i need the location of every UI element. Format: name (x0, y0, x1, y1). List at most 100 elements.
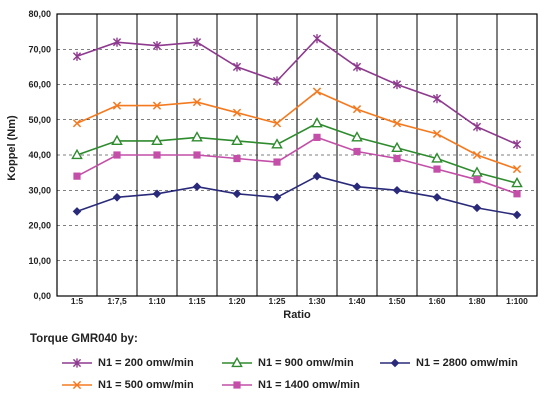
legend-marker (390, 358, 400, 368)
data-point (233, 154, 241, 163)
data-point (392, 185, 402, 195)
data-point (432, 94, 442, 104)
data-point (73, 172, 81, 180)
x-tick-label: 1:10 (148, 296, 165, 306)
series-line (76, 37, 518, 146)
series-5 (72, 171, 522, 220)
x-tick-label: 1:100 (506, 296, 528, 306)
data-point (192, 37, 202, 47)
data-point (311, 117, 323, 128)
data-point (152, 41, 162, 51)
series-line (76, 175, 518, 216)
x-tick-label: 1:15 (188, 296, 205, 306)
x-tick-label: 1:80 (468, 296, 485, 306)
data-point (312, 87, 322, 96)
legend-swatch (62, 358, 92, 368)
data-point (512, 210, 522, 220)
legend-item: N1 = 2800 omw/min (380, 355, 518, 371)
data-point (192, 97, 202, 107)
data-point (72, 207, 82, 216)
legend-swatch (222, 381, 252, 389)
y-axis-ticks: 0,00 10,00 20,00 30,00 40,00 50,00 60,00 70,00 8… (28, 9, 51, 301)
data-point (393, 154, 401, 163)
data-point (272, 119, 282, 128)
data-point (391, 141, 403, 153)
legend-label: N1 = 200 omw/min (98, 357, 194, 369)
y-tick-label: 0,00 (33, 291, 51, 301)
legend-marker (231, 356, 243, 368)
data-point (392, 79, 402, 90)
data-point (232, 62, 242, 72)
data-point (71, 148, 83, 160)
data-point (312, 34, 322, 44)
data-point (312, 171, 322, 181)
data-point (431, 152, 443, 163)
data-point (432, 193, 442, 202)
data-point (352, 182, 362, 192)
y-tick-label: 10,00 (28, 256, 51, 266)
series-layer (71, 34, 523, 220)
x-tick-label: 1:25 (268, 296, 285, 306)
legend-title: Torque GMR040 by: (30, 333, 138, 345)
series-line (76, 90, 518, 170)
data-point (273, 158, 281, 166)
series-2 (72, 87, 522, 174)
data-point (232, 108, 242, 117)
data-point (151, 134, 163, 146)
data-point (72, 51, 82, 61)
data-point (351, 131, 363, 142)
data-point (513, 190, 521, 198)
data-point (72, 119, 82, 128)
series-4 (73, 133, 521, 198)
legend-marker (72, 358, 82, 368)
data-point (152, 101, 162, 110)
data-point (432, 129, 442, 138)
data-point (112, 193, 122, 202)
data-point (272, 193, 282, 202)
data-point (113, 151, 121, 159)
data-point (512, 164, 522, 174)
data-point (473, 176, 481, 184)
data-point (472, 203, 482, 213)
data-point (112, 37, 122, 47)
legend-label: N1 = 500 omw/min (98, 379, 194, 391)
data-point (512, 139, 522, 150)
y-tick-label: 50,00 (28, 115, 51, 125)
grid (56, 13, 538, 297)
data-point (471, 166, 483, 177)
y-axis-title: Koppel (Nm) (6, 115, 18, 181)
series-line (76, 136, 518, 195)
data-point (192, 182, 202, 192)
legend-item: N1 = 1400 omw/min (222, 377, 360, 393)
data-point (112, 101, 122, 110)
y-tick-label: 80,00 (28, 9, 51, 19)
x-tick-label: 1:20 (228, 296, 245, 306)
x-tick-label: 1:60 (428, 296, 445, 306)
legend-label: N1 = 900 omw/min (258, 357, 354, 369)
data-point (152, 189, 162, 199)
data-point (353, 147, 361, 156)
data-point (433, 165, 441, 173)
data-point (511, 176, 523, 188)
x-axis-ticks: 1:5 1:7,5 1:10 1:15 1:20 1:25 1:30 1:40 1:50 1:60… (71, 296, 528, 306)
y-tick-label: 40,00 (28, 150, 51, 160)
x-tick-label: 1:40 (348, 296, 365, 306)
series-3 (71, 117, 523, 188)
legend-label: N1 = 2800 omw/min (416, 357, 518, 369)
x-tick-label: 1:7,5 (107, 296, 127, 306)
y-tick-label: 20,00 (28, 221, 51, 231)
data-point (272, 76, 282, 86)
legend-item: N1 = 500 omw/min (62, 377, 194, 393)
data-point (271, 138, 283, 149)
legend-swatch (380, 358, 410, 368)
series-1 (72, 34, 522, 150)
legend-item: N1 = 200 omw/min (62, 355, 194, 371)
data-point (472, 122, 482, 132)
data-point (313, 133, 321, 141)
x-tick-label: 1:5 (71, 296, 84, 306)
legend-item: N1 = 900 omw/min (222, 355, 354, 371)
data-point (392, 119, 402, 128)
legend-swatch (222, 356, 252, 368)
data-point (193, 151, 201, 159)
x-tick-label: 1:50 (388, 296, 405, 306)
